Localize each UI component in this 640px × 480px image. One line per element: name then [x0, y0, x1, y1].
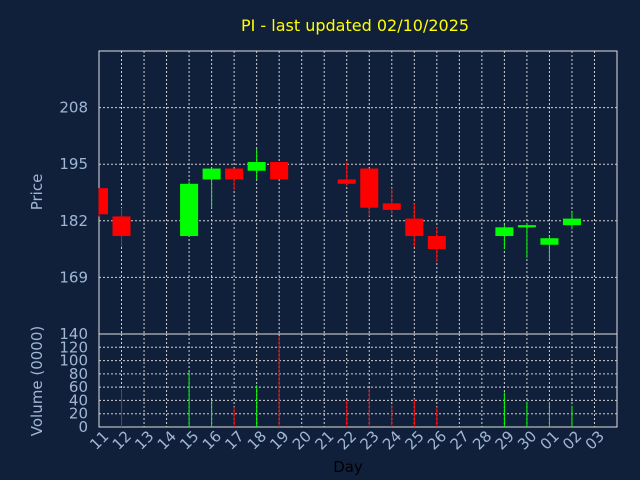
volume-tick-label: 60 [69, 378, 88, 396]
candle-body [360, 168, 379, 208]
x-axis-label: Day [333, 458, 363, 476]
candle-body [180, 183, 199, 237]
candle-body [427, 236, 446, 250]
candlestick [337, 162, 356, 186]
candlestick [247, 148, 266, 180]
candle-body [337, 179, 356, 184]
candlestick [517, 222, 536, 258]
candlestick-series [98, 148, 581, 263]
price-tick-label: 195 [59, 155, 88, 173]
price-tick-label: 208 [59, 99, 88, 117]
candlestick [405, 203, 424, 247]
candlestick [180, 181, 199, 237]
candle-body [405, 218, 424, 237]
candlestick [225, 168, 244, 191]
price-panel [98, 50, 618, 335]
candle-body [517, 225, 536, 228]
price-gridlines [99, 51, 617, 334]
volume-tick-label: 0 [78, 418, 88, 436]
candle-body [382, 203, 401, 210]
chart-title: PI - last updated 02/10/2025 [241, 16, 469, 35]
price-tick-labels: 169 182 195 208 [59, 99, 88, 287]
candlestick [270, 162, 289, 180]
volume-axis-label: Volume (0000) [28, 326, 46, 436]
volume-tick-label: 140 [59, 325, 88, 343]
day-tick-labels: 1112131415161718192021222324252627282930… [86, 427, 608, 453]
volume-tick-label: 120 [59, 338, 88, 356]
candle-body [99, 188, 109, 215]
day-tick-label: 03 [582, 427, 608, 453]
volume-tick-label: 100 [59, 352, 88, 370]
candlestick [382, 188, 401, 215]
candlestick [495, 225, 514, 250]
volume-series [121, 335, 573, 427]
candlestick [98, 188, 109, 217]
price-tick-label: 169 [59, 268, 88, 286]
candle-body [562, 218, 581, 226]
candlestick [360, 168, 379, 217]
volume-gridlines [99, 334, 617, 427]
volume-tick-label: 20 [69, 405, 88, 423]
candle-body [270, 162, 289, 180]
volume-panel [98, 333, 618, 428]
candlestick [540, 236, 559, 260]
price-tick-label: 182 [59, 212, 88, 230]
candle-body [225, 168, 244, 180]
candlestick [202, 168, 221, 208]
price-axis-label: Price [28, 174, 46, 211]
candlestick [427, 227, 446, 263]
candle-body [540, 238, 559, 245]
volume-tick-label: 80 [69, 365, 88, 383]
candle-body [112, 216, 131, 237]
candle-body [247, 162, 266, 171]
volume-tick-label: 40 [69, 391, 88, 409]
candle-body [495, 227, 514, 237]
candlestick [562, 212, 581, 230]
candlestick [112, 207, 131, 247]
candle-body [202, 168, 221, 180]
